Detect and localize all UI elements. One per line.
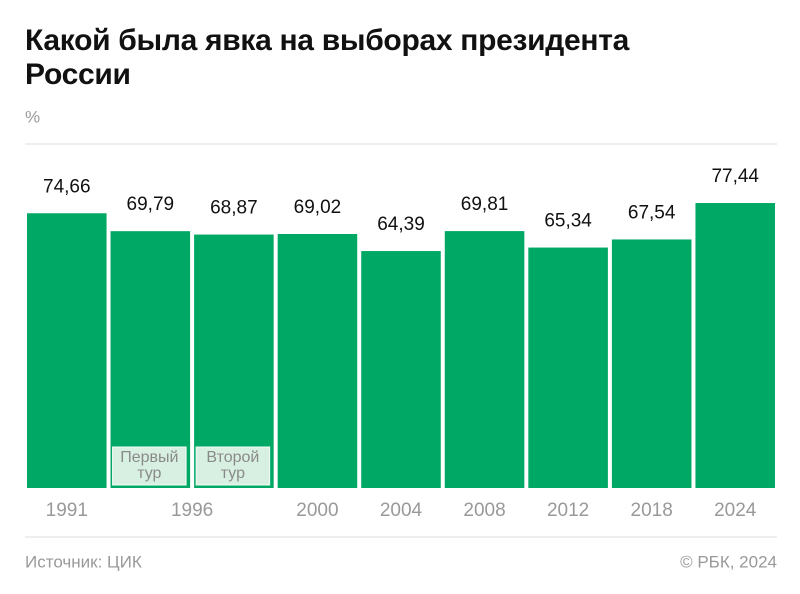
value-label: 74,66 [43,176,91,197]
source: Источник: ЦИК [25,552,142,571]
x-tick-label: 2004 [380,500,423,521]
value-label: 68,87 [210,198,258,219]
x-tick-label: 2018 [631,500,673,521]
value-label: 67,54 [628,202,676,223]
x-tick-label: 1991 [46,500,88,521]
bar [194,234,274,488]
x-tick-label: 2000 [296,500,338,521]
value-label: 69,81 [461,194,509,215]
value-label: 65,34 [544,211,592,232]
bar-note: тур [221,465,245,482]
bar-note: Первый [120,449,178,466]
copyright: © РБК, 2024 [680,552,777,571]
chart-title: Какой была явка на выборах президента Ро… [25,24,629,91]
bar [611,239,692,488]
bar-note: Второй [206,449,259,466]
y-unit: % [25,107,40,126]
x-tick-label: 2008 [463,500,505,521]
note-box [112,446,187,486]
bar [528,247,608,488]
note-box [195,446,271,486]
bar [110,231,191,489]
bar [444,231,525,489]
value-label: 64,39 [377,214,425,235]
bar [27,213,107,488]
x-tick-label: 2012 [547,500,589,521]
bar [361,251,441,488]
value-label: 69,79 [127,194,175,215]
value-label: 77,44 [711,166,759,187]
value-label: 69,02 [294,197,342,218]
bar-note: тур [137,465,161,482]
bar [695,203,775,488]
x-tick-label: 1996 [171,500,213,521]
bar [277,234,358,488]
x-tick-label: 2024 [714,500,757,521]
